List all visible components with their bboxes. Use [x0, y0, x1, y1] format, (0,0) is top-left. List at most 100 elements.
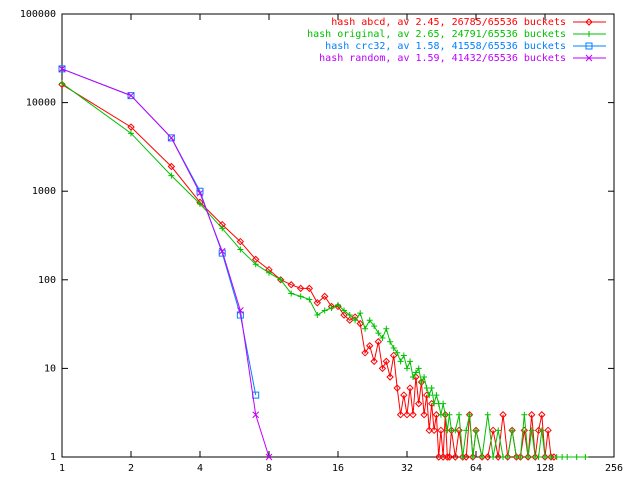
- marker: [499, 411, 507, 419]
- marker: [335, 301, 341, 308]
- marker: [517, 454, 524, 460]
- legend-marker: [586, 31, 592, 37]
- marker: [287, 281, 295, 289]
- marker: [538, 427, 545, 434]
- marker: [357, 310, 364, 317]
- marker: [314, 312, 321, 319]
- marker: [521, 411, 528, 418]
- marker: [196, 187, 204, 195]
- y-tick-label: 1000: [32, 186, 56, 197]
- marker: [366, 317, 373, 324]
- marker: [553, 454, 560, 460]
- marker: [409, 411, 417, 419]
- marker: [462, 453, 470, 461]
- marker: [559, 454, 566, 460]
- marker: [415, 365, 422, 372]
- marker: [573, 454, 580, 460]
- marker: [346, 312, 353, 319]
- x-tick-label: 1: [59, 463, 65, 474]
- marker: [237, 307, 244, 314]
- marker: [407, 358, 414, 365]
- legend-marker: [585, 54, 593, 62]
- marker: [490, 454, 497, 460]
- series-line: [61, 82, 586, 458]
- marker: [459, 454, 466, 460]
- x-tick-label: 4: [197, 463, 203, 474]
- marker: [535, 454, 542, 460]
- marker: [390, 344, 397, 351]
- marker: [365, 342, 374, 350]
- marker: [443, 453, 452, 461]
- marker: [528, 411, 536, 419]
- marker: [237, 246, 244, 253]
- marker: [528, 427, 535, 434]
- marker: [445, 453, 454, 461]
- marker: [383, 325, 390, 332]
- marker: [504, 454, 511, 460]
- marker: [440, 400, 447, 407]
- marker: [397, 358, 404, 365]
- marker: [542, 454, 548, 460]
- x-tick-label: 256: [605, 463, 623, 474]
- marker: [305, 284, 314, 293]
- x-tick-label: 64: [470, 463, 482, 474]
- marker: [432, 411, 441, 419]
- marker: [313, 299, 322, 307]
- marker: [456, 411, 463, 418]
- marker: [451, 453, 460, 461]
- marker: [321, 307, 328, 314]
- legend-label: hash abcd, av 2.45, 26785/65536 buckets: [331, 17, 566, 28]
- marker: [400, 391, 408, 399]
- marker: [59, 80, 65, 87]
- y-tick-label: 10000: [26, 98, 56, 109]
- marker: [463, 427, 470, 434]
- y-tick-label: 1: [50, 452, 56, 463]
- marker: [297, 293, 304, 300]
- marker: [341, 307, 348, 314]
- marker: [509, 427, 516, 434]
- marker: [544, 426, 552, 435]
- marker: [403, 411, 411, 419]
- marker: [236, 237, 245, 246]
- marker: [550, 453, 558, 461]
- marker: [128, 130, 134, 137]
- marker: [374, 338, 383, 346]
- marker: [412, 369, 419, 376]
- x-tick-label: 16: [332, 463, 344, 474]
- marker: [425, 426, 433, 435]
- marker: [564, 454, 571, 460]
- marker: [168, 134, 175, 142]
- x-tick-label: 32: [401, 463, 413, 474]
- marker: [378, 364, 387, 373]
- marker: [538, 411, 546, 419]
- marker: [127, 92, 135, 99]
- marker: [168, 172, 175, 179]
- marker: [479, 454, 486, 460]
- plot-frame: [61, 13, 615, 458]
- marker: [266, 269, 272, 276]
- marker: [252, 411, 260, 419]
- marker: [582, 454, 589, 460]
- legend-marker: [585, 18, 593, 26]
- marker: [420, 411, 428, 419]
- series-line: [61, 84, 554, 458]
- marker: [382, 357, 391, 366]
- marker: [446, 411, 453, 418]
- marker: [473, 427, 479, 434]
- marker: [400, 352, 407, 359]
- x-tick-label: 2: [128, 463, 134, 474]
- marker: [277, 276, 284, 283]
- marker: [393, 384, 401, 392]
- marker: [306, 296, 313, 303]
- marker: [58, 65, 66, 73]
- marker: [484, 411, 491, 418]
- marker: [430, 426, 438, 435]
- marker: [218, 247, 226, 255]
- marker: [219, 225, 226, 232]
- marker: [296, 284, 305, 293]
- marker: [466, 411, 473, 418]
- marker: [410, 373, 417, 380]
- marker: [447, 426, 456, 435]
- series-line: [61, 68, 270, 458]
